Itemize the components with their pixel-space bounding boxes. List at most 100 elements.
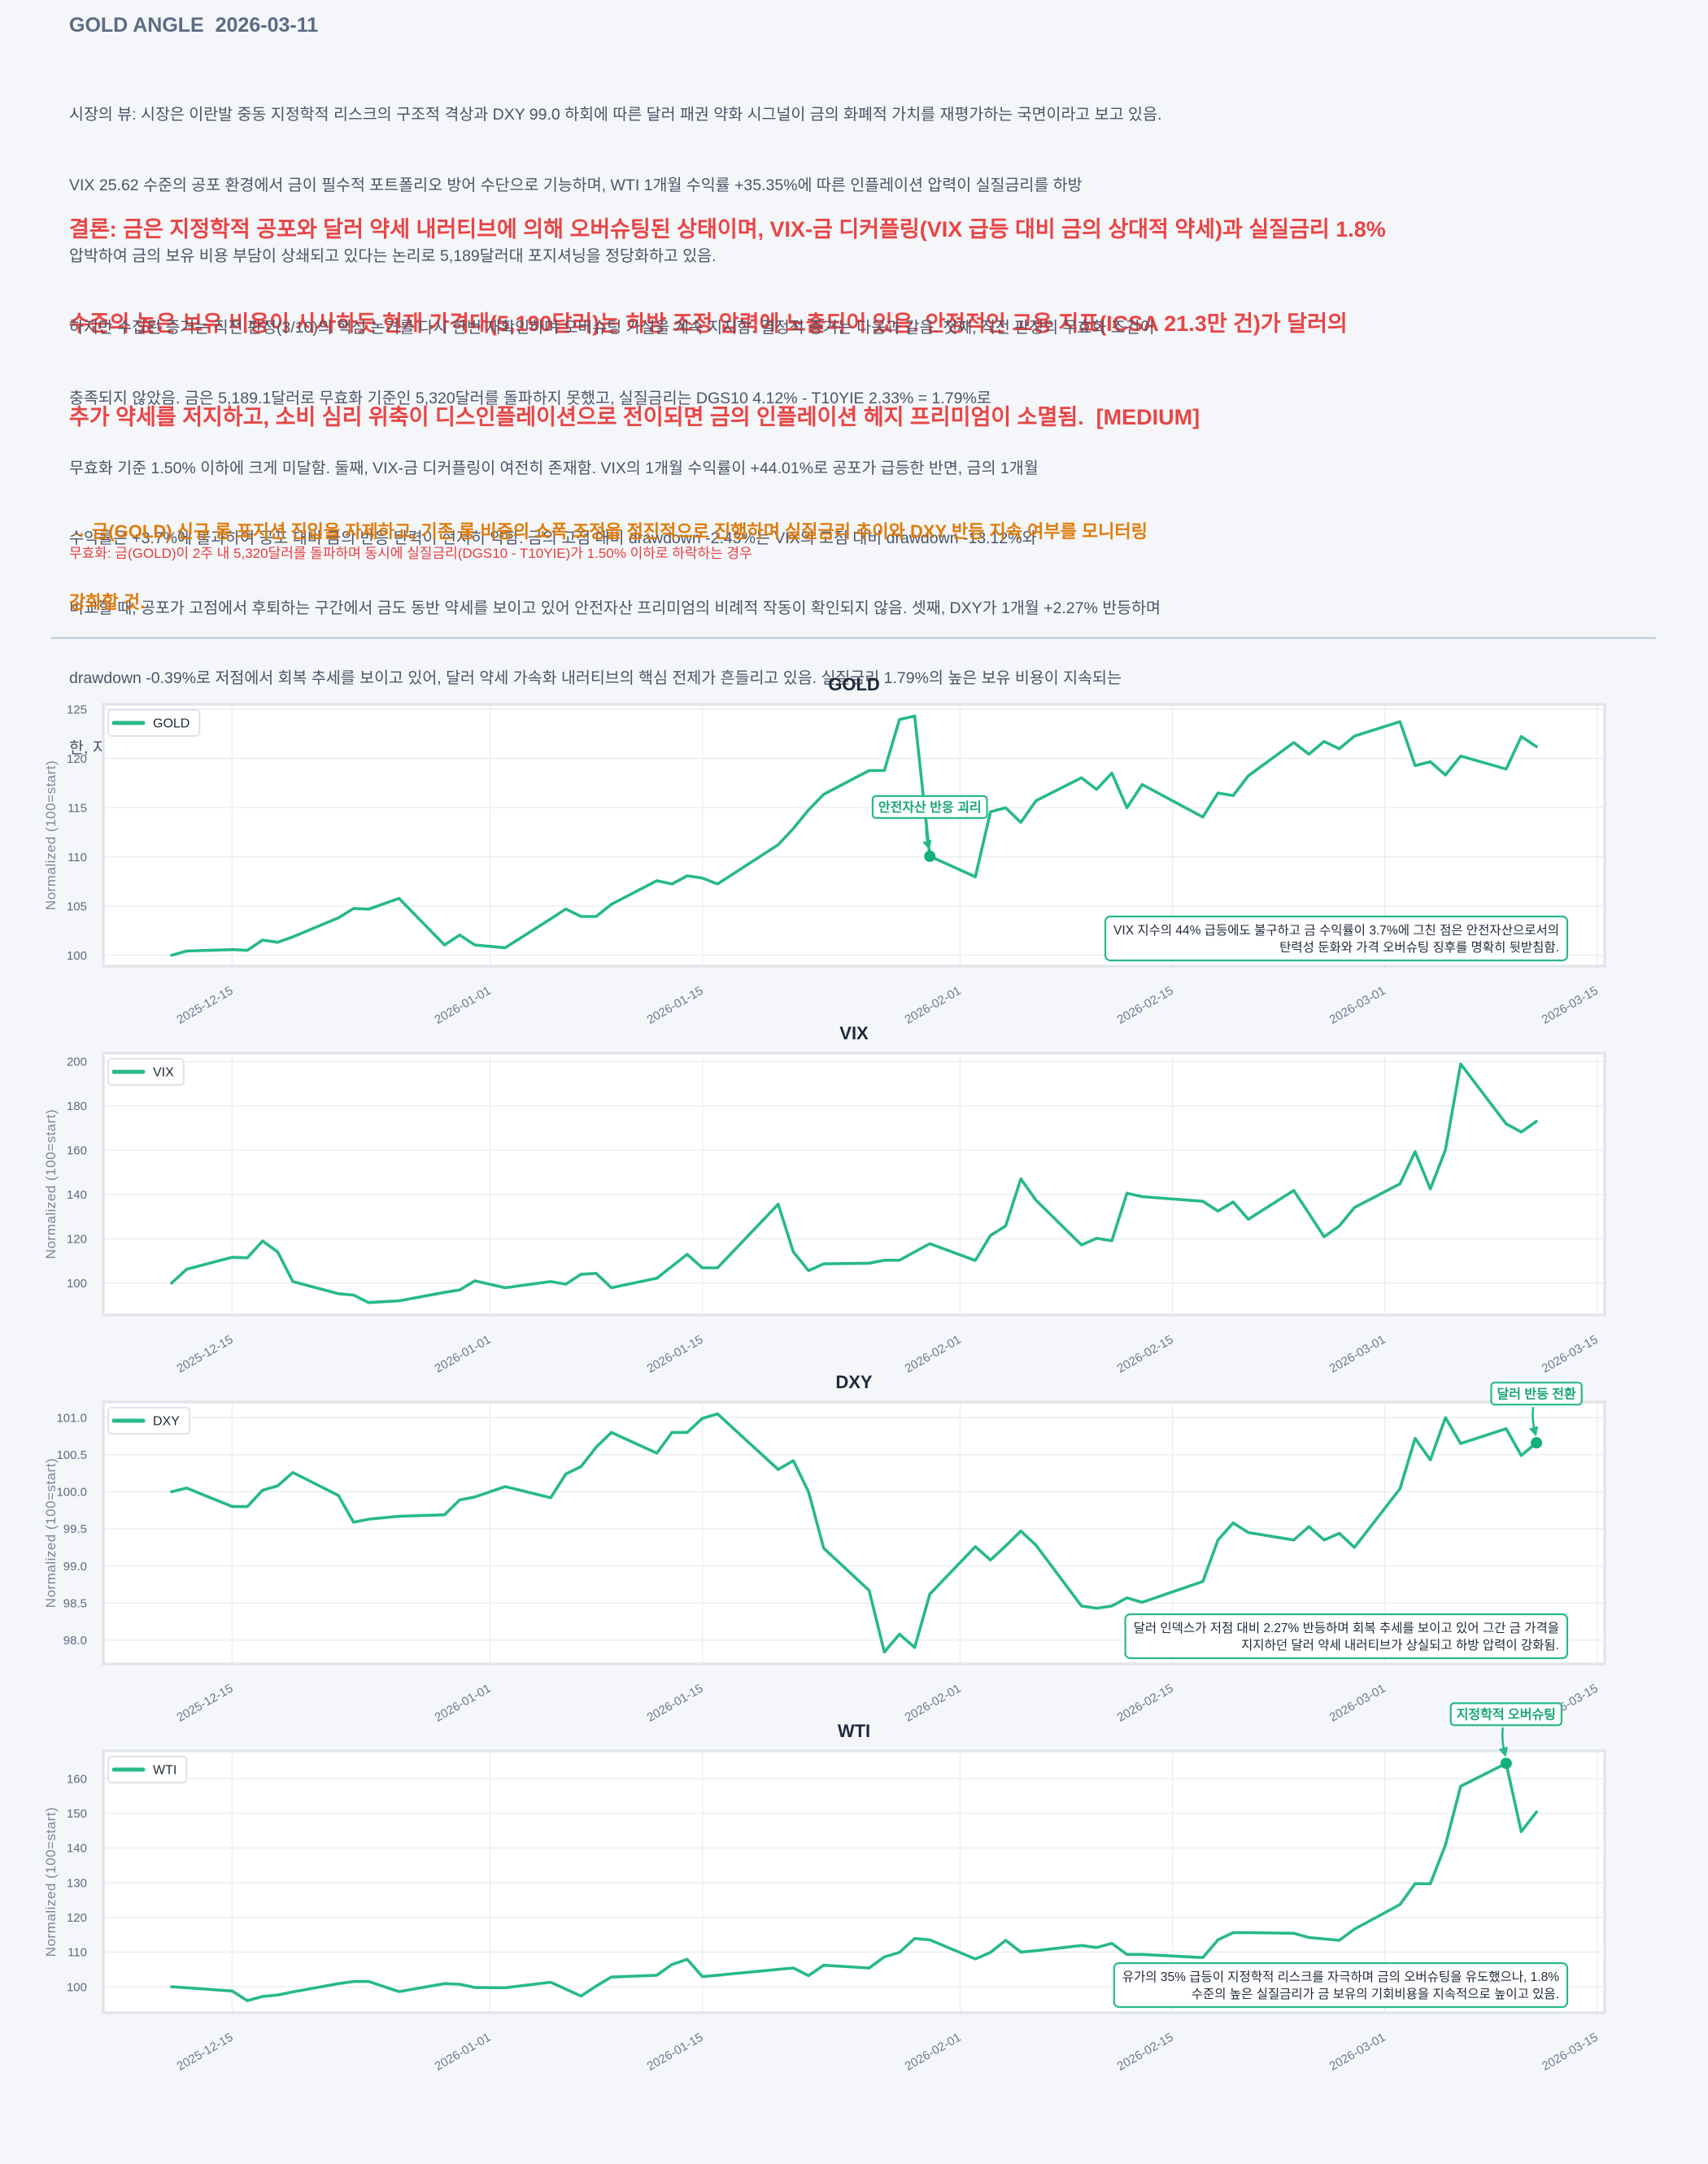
evidence-line: drawdown -0.39%로 저점에서 회복 추세를 보이고 있어, 달러 … [69, 668, 1122, 687]
note-line: 지지하던 달러 약세 내러티브가 상실되고 하방 압력이 강화됨. [1241, 1638, 1559, 1652]
action-recommendation: → 금(GOLD) 신규 롱 포지션 진입을 자제하고, 기존 롱 비중의 소폭… [69, 472, 1148, 661]
legend: DXY [107, 1407, 190, 1435]
y-tick-label: 110 [68, 851, 87, 864]
x-tick-label: 2026-01-15 [645, 2031, 706, 2074]
annotation-marker [1531, 1437, 1543, 1449]
x-tick-label: 2026-02-01 [903, 2031, 964, 2074]
market-view-line: VIX 25.62 수준의 공포 환경에서 금이 필수적 포트폴리오 방어 수단… [69, 176, 1083, 194]
annotation-arrow [1528, 1407, 1539, 1437]
plot-frame [102, 703, 1606, 968]
note-line: 달러 인덱스가 저점 대비 2.27% 반등하며 회복 추세를 보이고 있어 그… [1134, 1621, 1559, 1635]
legend: GOLD [107, 709, 201, 737]
x-tick-label: 2026-03-01 [1327, 2031, 1388, 2074]
market-view: 시장의 뷰: 시장은 이란발 중동 지정학적 리스크의 구조적 격상과 DXY … [69, 56, 1161, 316]
conclusion: 결론: 금은 지정학적 공포와 달러 약세 내러티브에 의해 오버슈팅된 상태이… [69, 151, 1386, 496]
y-tick-label: 98.5 [63, 1596, 87, 1610]
gold-series-line [170, 714, 1538, 957]
note-box-frame [1104, 915, 1569, 962]
y-tick-label: 101.0 [56, 1411, 87, 1425]
note-box-frame [1113, 1962, 1569, 2009]
annotation-box [1490, 1382, 1583, 1406]
evidence: 하지만 수집된 증거는 직전 판정(3/10)의 핵심 논거를 다시 한번 재확… [69, 270, 1161, 807]
y-tick-label: 120 [67, 1233, 87, 1247]
chart-title: DXY [835, 1372, 873, 1392]
y-axis-label: Normalized (100=start) [43, 1458, 59, 1608]
y-tick-label: 100.0 [56, 1486, 87, 1500]
y-tick-label: 110 [68, 1946, 87, 1960]
grid [103, 1751, 1605, 2013]
annotation: 안전자산 반응 괴리 [871, 795, 988, 862]
dxy-series-line [170, 1412, 1538, 1654]
y-axis-label: Normalized (100=start) [43, 1109, 59, 1259]
conclusion-line: 추가 약세를 저지하고, 소비 심리 위축이 디스인플레이션으로 전이되면 금의… [69, 405, 1200, 429]
chart-title: GOLD [828, 674, 880, 694]
y-tick-label: 180 [67, 1099, 87, 1113]
y-tick-label: 115 [68, 801, 87, 815]
annotation-arrow [1498, 1727, 1508, 1757]
annotation-marker [924, 850, 936, 862]
note-line: 수준의 높은 실질금리가 금 보유의 기회비용을 지속적으로 높이고 있음. [1192, 1987, 1559, 2001]
grid [103, 704, 1605, 966]
action-line: 강화할 것. [69, 592, 146, 612]
market-view-line: 시장의 뷰: 시장은 이란발 중동 지정학적 리스크의 구조적 격상과 DXY … [69, 106, 1162, 124]
legend-box [107, 1407, 190, 1435]
evidence-line: 수익률은 +3.7%에 불과하여 공포 대비 금의 반응 탄력이 현저히 약함.… [69, 529, 1037, 547]
annotation-label: 달러 반등 전환 [1497, 1386, 1575, 1401]
conclusion-line: 결론: 금은 지정학적 공포와 달러 약세 내러티브에 의해 오버슈팅된 상태이… [69, 217, 1386, 242]
plot-frame [102, 1749, 1606, 2014]
legend-box [107, 1058, 185, 1086]
x-tick-label: 2026-01-01 [433, 2031, 494, 2074]
y-tick-label: 160 [67, 1144, 87, 1158]
evidence-line: 비교할 때, 공포가 고점에서 후퇴하는 구간에서 금도 동반 약세를 보이고 … [69, 599, 1161, 617]
y-tick-label: 98.0 [63, 1634, 87, 1648]
annotation-box [1449, 1702, 1563, 1726]
plot-area [103, 1053, 1605, 1315]
plot-frame [102, 1400, 1606, 1665]
y-tick-label: 99.0 [63, 1560, 87, 1574]
wti-chart: WTI 100 110 120 130 140 150 160 2025-12-15 2026-0… [43, 1702, 1606, 2074]
evidence-line: 무효화 기준 1.50% 이하에 크게 미달함. 둘째, VIX-금 디커플링이… [69, 459, 1039, 477]
legend-box [107, 1756, 188, 1783]
legend-label: GOLD [153, 717, 190, 731]
note-line: 유가의 35% 급등이 지정학적 리스크를 자극하며 금의 오버슈팅을 유도했으… [1122, 1970, 1559, 1984]
y-tick-label: 120 [67, 752, 87, 766]
y-tick-label: 100.5 [56, 1448, 87, 1462]
y-axis-label: Normalized (100=start) [43, 1807, 59, 1957]
chart-title: WTI [838, 1721, 870, 1741]
invalidation-condition: 무효화: 금(GOLD)이 2주 내 5,320달러를 돌파하며 동시에 실질금… [69, 546, 752, 561]
evidence-line: 하지만 수집된 증거는 직전 판정(3/10)의 핵심 논거를 다시 한번 재확… [69, 319, 1155, 337]
legend: VIX [107, 1058, 185, 1086]
y-tick-label: 100 [67, 949, 87, 963]
annotation-label: 지정학적 오버슈팅 [1457, 1707, 1556, 1722]
y-tick-label: 100 [67, 1277, 87, 1291]
y-tick-label: 150 [67, 1807, 87, 1821]
evidence-line: 충족되지 않았음. 금은 5,189.1달러로 무효화 기준인 5,320달러를… [69, 389, 991, 407]
report-title: GOLD ANGLE 2026-03-11 [69, 14, 319, 37]
annotation-label: 안전자산 반응 괴리 [878, 800, 982, 815]
y-tick-label: 140 [67, 1842, 87, 1856]
y-tick-label: 140 [67, 1188, 87, 1202]
legend: WTI [107, 1756, 188, 1783]
conclusion-line: 수준의 높은 보유 비용이 시사하듯 현재 가격대(5,190달러)는 하방 조… [69, 311, 1348, 336]
y-tick-label: 200 [67, 1056, 87, 1069]
annotation-arrow [922, 820, 932, 851]
dxy-chart: DXY98.098.599.099.5100.0100.5101.02025-1… [43, 1372, 1606, 1725]
note-line: 탄력성 둔화와 가격 오버슈팅 징후를 명확히 뒷받침함. [1279, 940, 1559, 955]
legend-box [107, 709, 201, 737]
market-view-line: 압박하여 금의 보유 비용 부담이 상쇄되고 있다는 논리로 5,189달러대 … [69, 247, 717, 265]
annotation-box [871, 795, 988, 820]
note-box-frame [1124, 1613, 1569, 1660]
grid [103, 1053, 1605, 1315]
legend-label: WTI [153, 1764, 176, 1778]
action-line: → 금(GOLD) 신규 롱 포지션 진입을 자제하고, 기존 롱 비중의 소폭… [69, 521, 1148, 542]
wti-series-line [170, 1761, 1538, 2002]
grid [103, 1402, 1605, 1664]
note-box: VIX 지수의 44% 급등에도 불구하고 금 수익률이 3.7%에 그친 점은… [1104, 915, 1569, 962]
y-tick-label: 99.5 [63, 1522, 87, 1536]
x-tick-label: 2026-03-15 [1540, 2031, 1601, 2074]
y-tick-label: 130 [67, 1876, 87, 1890]
legend-label: DXY [153, 1415, 180, 1429]
